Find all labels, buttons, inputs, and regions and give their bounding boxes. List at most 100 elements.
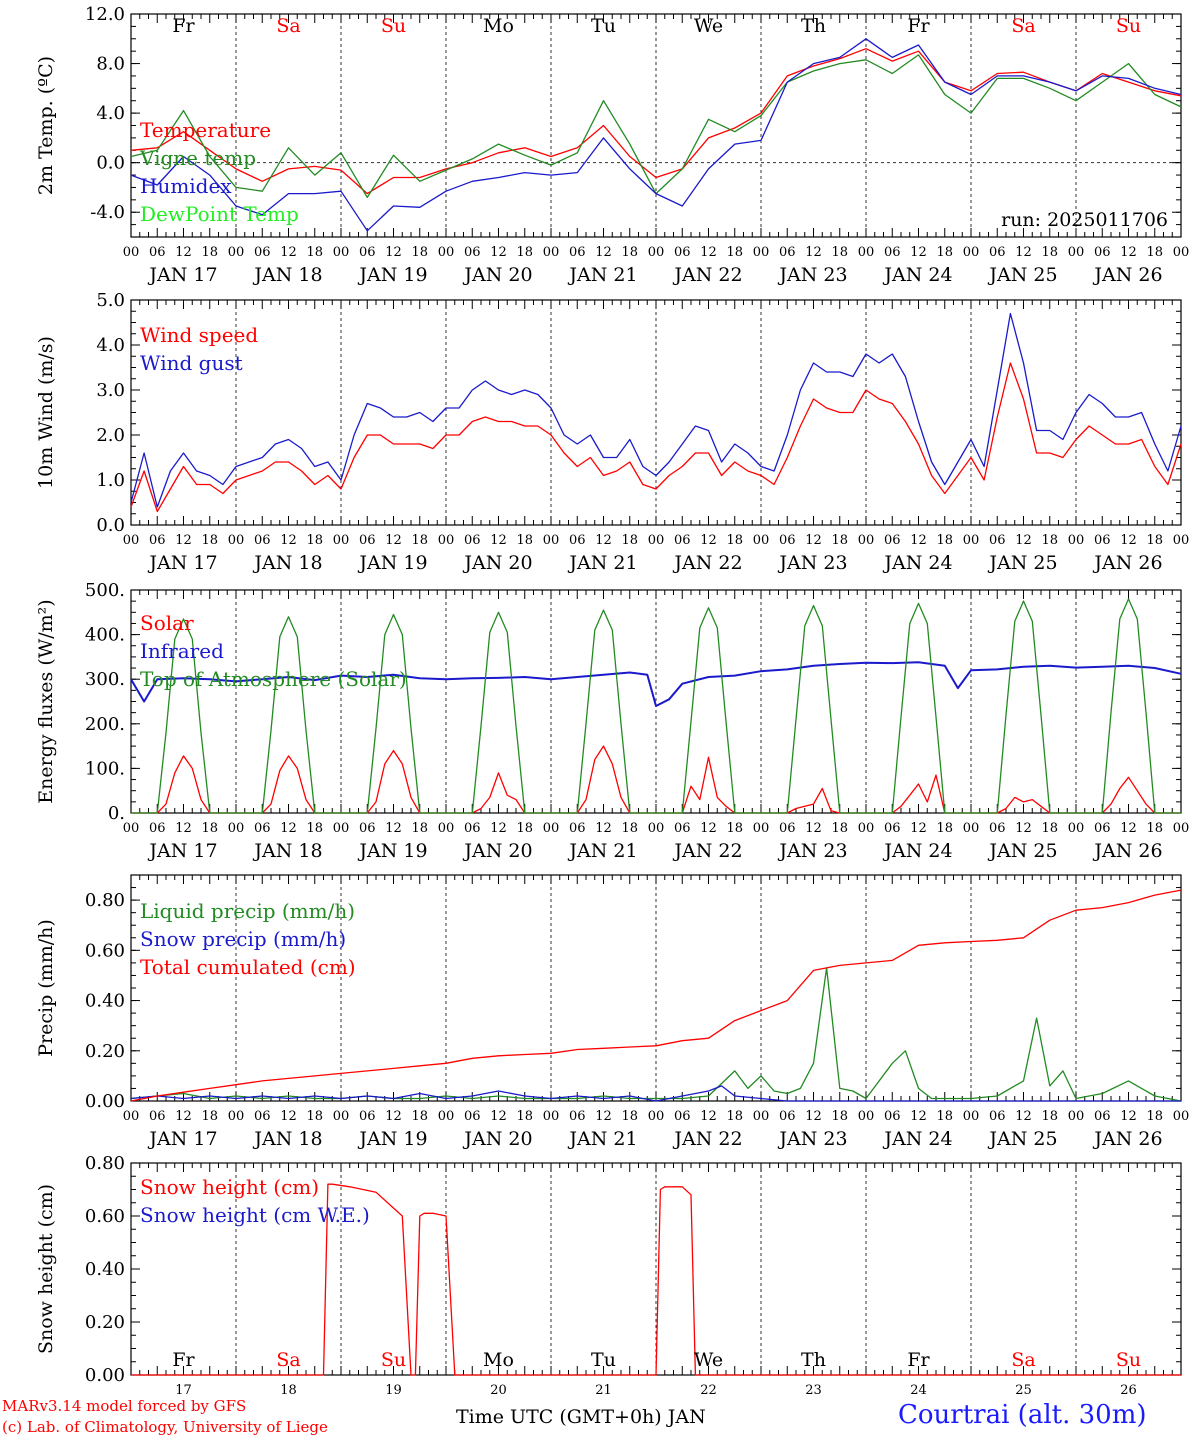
date-label: JAN 23: [777, 1128, 847, 1150]
hour-tick-label: 18: [1146, 245, 1163, 260]
hour-tick-label: 06: [464, 533, 481, 548]
panel-1: [130, 13, 1182, 238]
hour-tick-label: 06: [149, 245, 166, 260]
hour-tick-label: 12: [700, 821, 717, 836]
hour-tick-label: 18: [726, 533, 743, 548]
hour-tick-label: 00: [1068, 821, 1085, 836]
date-label: JAN 18: [252, 1128, 322, 1150]
weekday-label: Mo: [483, 15, 514, 37]
hour-tick-label: 00: [648, 1109, 665, 1124]
day-number-label: 18: [280, 1383, 297, 1398]
hour-tick-label: 00: [858, 245, 875, 260]
hour-tick-label: 12: [490, 1109, 507, 1124]
hour-tick-label: 00: [228, 1109, 245, 1124]
hour-tick-label: 18: [516, 1109, 533, 1124]
hour-tick-label: 06: [149, 821, 166, 836]
legend-label: Infrared: [140, 639, 224, 663]
panel-4: [130, 874, 1182, 1102]
hour-tick-label: 12: [910, 533, 927, 548]
hour-tick-label: 00: [543, 245, 560, 260]
series-line-top-of-atmosphere-solar-: [131, 598, 1181, 814]
hour-tick-label: 06: [1094, 1109, 1111, 1124]
weekday-label: Sa: [276, 1349, 300, 1371]
hour-tick-label: 00: [963, 821, 980, 836]
weekday-label: Fr: [907, 1349, 930, 1371]
legend-label: Liquid precip (mm/h): [140, 899, 355, 923]
weekday-label: Fr: [907, 15, 930, 37]
y-tick-label: 0.60: [85, 1206, 125, 1227]
hour-tick-label: 18: [201, 245, 218, 260]
hour-tick-label: 12: [385, 1109, 402, 1124]
model-credit: MARv3.14 model forced by GFS: [2, 1397, 247, 1415]
hour-tick-label: 12: [910, 821, 927, 836]
hour-tick-label: 18: [831, 821, 848, 836]
hour-tick-label: 12: [280, 533, 297, 548]
date-label: JAN 17: [147, 552, 217, 574]
date-label: JAN 23: [777, 264, 847, 286]
hour-tick-label: 06: [569, 533, 586, 548]
y-tick-label: 2.0: [96, 425, 125, 446]
date-label: JAN 22: [672, 840, 742, 862]
hour-tick-label: 18: [306, 821, 323, 836]
hour-tick-label: 12: [1015, 821, 1032, 836]
hour-tick-label: 06: [359, 533, 376, 548]
date-label: JAN 21: [567, 840, 637, 862]
hour-tick-label: 06: [884, 1109, 901, 1124]
date-label: JAN 26: [1092, 264, 1162, 286]
hour-tick-label: 00: [1068, 245, 1085, 260]
hour-tick-label: 00: [438, 533, 455, 548]
series-line-wind-gust: [130, 312, 1182, 508]
hour-tick-label: 12: [1015, 1109, 1032, 1124]
date-label: JAN 19: [357, 1128, 427, 1150]
hour-tick-label: 18: [936, 1109, 953, 1124]
hour-tick-label: 12: [805, 821, 822, 836]
date-label: JAN 24: [882, 552, 952, 574]
day-number-label: 25: [1015, 1383, 1032, 1398]
hour-tick-label: 12: [595, 533, 612, 548]
hour-tick-label: 18: [306, 1109, 323, 1124]
series-line-infrared: [130, 661, 1182, 707]
date-label: JAN 19: [357, 264, 427, 286]
y-tick-label: 300.: [85, 669, 125, 690]
hour-tick-label: 06: [359, 821, 376, 836]
hour-tick-label: 00: [333, 1109, 350, 1124]
date-label: JAN 17: [147, 840, 217, 862]
hour-tick-label: 00: [228, 533, 245, 548]
hour-tick-label: 00: [963, 533, 980, 548]
hour-tick-label: 00: [1173, 245, 1190, 260]
hour-tick-label: 00: [963, 1109, 980, 1124]
weekday-label: Mo: [483, 1349, 514, 1371]
y-tick-label: 0.00: [85, 1091, 125, 1112]
date-label: JAN 19: [357, 840, 427, 862]
hour-tick-label: 00: [753, 1109, 770, 1124]
day-number-label: 22: [700, 1383, 717, 1398]
y-tick-label: 0.40: [85, 991, 125, 1012]
y-tick-label: 0.40: [85, 1259, 125, 1280]
hour-tick-label: 00: [438, 245, 455, 260]
date-label: JAN 22: [672, 552, 742, 574]
hour-tick-label: 00: [963, 245, 980, 260]
date-label: JAN 19: [357, 552, 427, 574]
hour-tick-label: 00: [228, 245, 245, 260]
day-number-label: 24: [910, 1383, 927, 1398]
panel-3: [130, 589, 1182, 814]
hour-tick-label: 00: [858, 1109, 875, 1124]
date-label: JAN 18: [252, 264, 322, 286]
series-line-wind-speed: [130, 362, 1182, 513]
y-tick-label: 0.60: [85, 940, 125, 961]
legend-label: Top of Atmosphere (Solar): [140, 667, 407, 691]
y-tick-label: 200.: [85, 714, 125, 735]
hour-tick-label: 18: [411, 533, 428, 548]
date-label: JAN 24: [882, 1128, 952, 1150]
date-label: JAN 26: [1092, 1128, 1162, 1150]
station-name: Courtrai (alt. 30m): [898, 1400, 1147, 1430]
y-axis-label: Energy fluxes (W/m²): [35, 599, 57, 803]
hour-tick-label: 06: [569, 1109, 586, 1124]
hour-tick-label: 06: [989, 821, 1006, 836]
hour-tick-label: 12: [910, 245, 927, 260]
hour-tick-label: 18: [1041, 533, 1058, 548]
date-label: JAN 25: [987, 840, 1057, 862]
y-tick-label: 0.20: [85, 1312, 125, 1333]
panel-frame: [130, 589, 1182, 814]
weekday-label: Th: [801, 1349, 826, 1371]
